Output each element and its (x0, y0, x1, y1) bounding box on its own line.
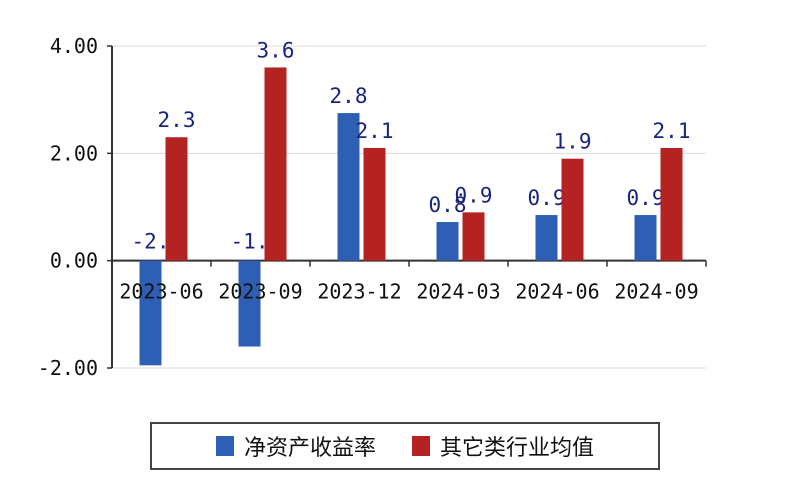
data-label: 2.1 (653, 119, 691, 143)
y-tick-label: 2.00 (50, 141, 98, 165)
legend-label-roe: 净资产收益率 (243, 436, 376, 461)
data-label: 0.8 (429, 193, 467, 217)
data-label: 3.6 (257, 38, 295, 62)
bar-roe (337, 113, 360, 261)
legend-label-industry-avg: 其它类行业均值 (440, 436, 595, 461)
bar-industry-avg (165, 137, 188, 261)
bar-industry-avg (660, 147, 683, 261)
legend-swatch-roe (215, 436, 234, 456)
y-tick-label: 4.00 (50, 34, 98, 58)
bar-industry-avg (363, 147, 386, 261)
x-tick-label: 2024-06 (515, 280, 599, 304)
bar-roe (436, 222, 459, 261)
data-label: 2.3 (158, 108, 196, 132)
data-label: -2. (132, 230, 170, 254)
legend: 净资产收益率 其它类行业均值 (150, 422, 660, 470)
data-label: 0.9 (528, 186, 566, 210)
bar-roe (238, 260, 261, 347)
x-tick-label: 2023-12 (317, 280, 401, 304)
data-label: 2.8 (330, 84, 368, 108)
bar-industry-avg (561, 158, 584, 261)
data-label: 0.9 (627, 186, 665, 210)
legend-swatch-industry-avg (412, 436, 430, 456)
x-tick-label: 2023-09 (218, 280, 302, 304)
bar-industry-avg (462, 212, 485, 261)
data-label: 1.9 (554, 130, 592, 154)
y-tick-label: -2.00 (38, 356, 98, 380)
x-tick-label: 2023-06 (119, 280, 203, 304)
legend-item-roe: 净资产收益率 (215, 430, 376, 462)
legend-item-industry-avg: 其它类行业均值 (412, 430, 594, 462)
bar-roe (535, 215, 558, 261)
y-tick-label: 0.00 (50, 249, 98, 273)
bar-roe (634, 215, 657, 261)
bar-roe (139, 260, 162, 366)
x-tick-label: 2024-09 (614, 280, 698, 304)
bar-industry-avg (264, 67, 287, 261)
x-tick-label: 2024-03 (416, 280, 500, 304)
data-label: -1. (231, 230, 269, 254)
data-label: 2.1 (356, 119, 394, 143)
data-label: 0.9 (455, 183, 493, 207)
